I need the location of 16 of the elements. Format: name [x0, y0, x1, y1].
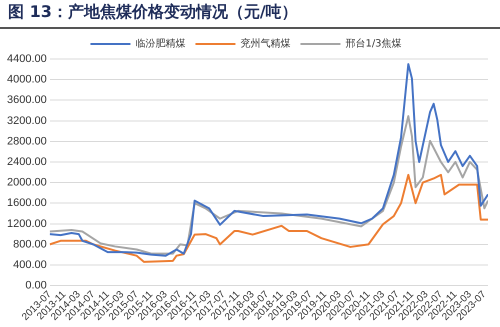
- y-tick-label: 4400.00: [6, 53, 47, 66]
- y-tick-label: 1600.00: [6, 197, 47, 210]
- y-tick-label: 2800.00: [6, 135, 47, 148]
- chart-title: 图 13：产地焦煤价格变动情况（元/吨）: [0, 0, 500, 29]
- y-tick-label: 400.00: [13, 259, 47, 271]
- y-tick-label: 3200.00: [6, 114, 47, 127]
- y-tick-label: 800.00: [13, 238, 47, 250]
- y-tick-label: 1200.00: [6, 218, 47, 230]
- legend-label: 兖州气精煤: [240, 38, 290, 50]
- y-tick-label: 2400.00: [6, 156, 47, 168]
- y-tick-label: 3600.00: [6, 94, 47, 106]
- y-tick-label: 4000.00: [6, 74, 47, 86]
- y-tick-label: 2000.00: [6, 176, 47, 189]
- y-tick-label: 0.00: [25, 280, 47, 292]
- legend-label: 临汾肥精煤: [135, 38, 186, 50]
- legend-label: 邢台1/3焦煤: [345, 38, 402, 50]
